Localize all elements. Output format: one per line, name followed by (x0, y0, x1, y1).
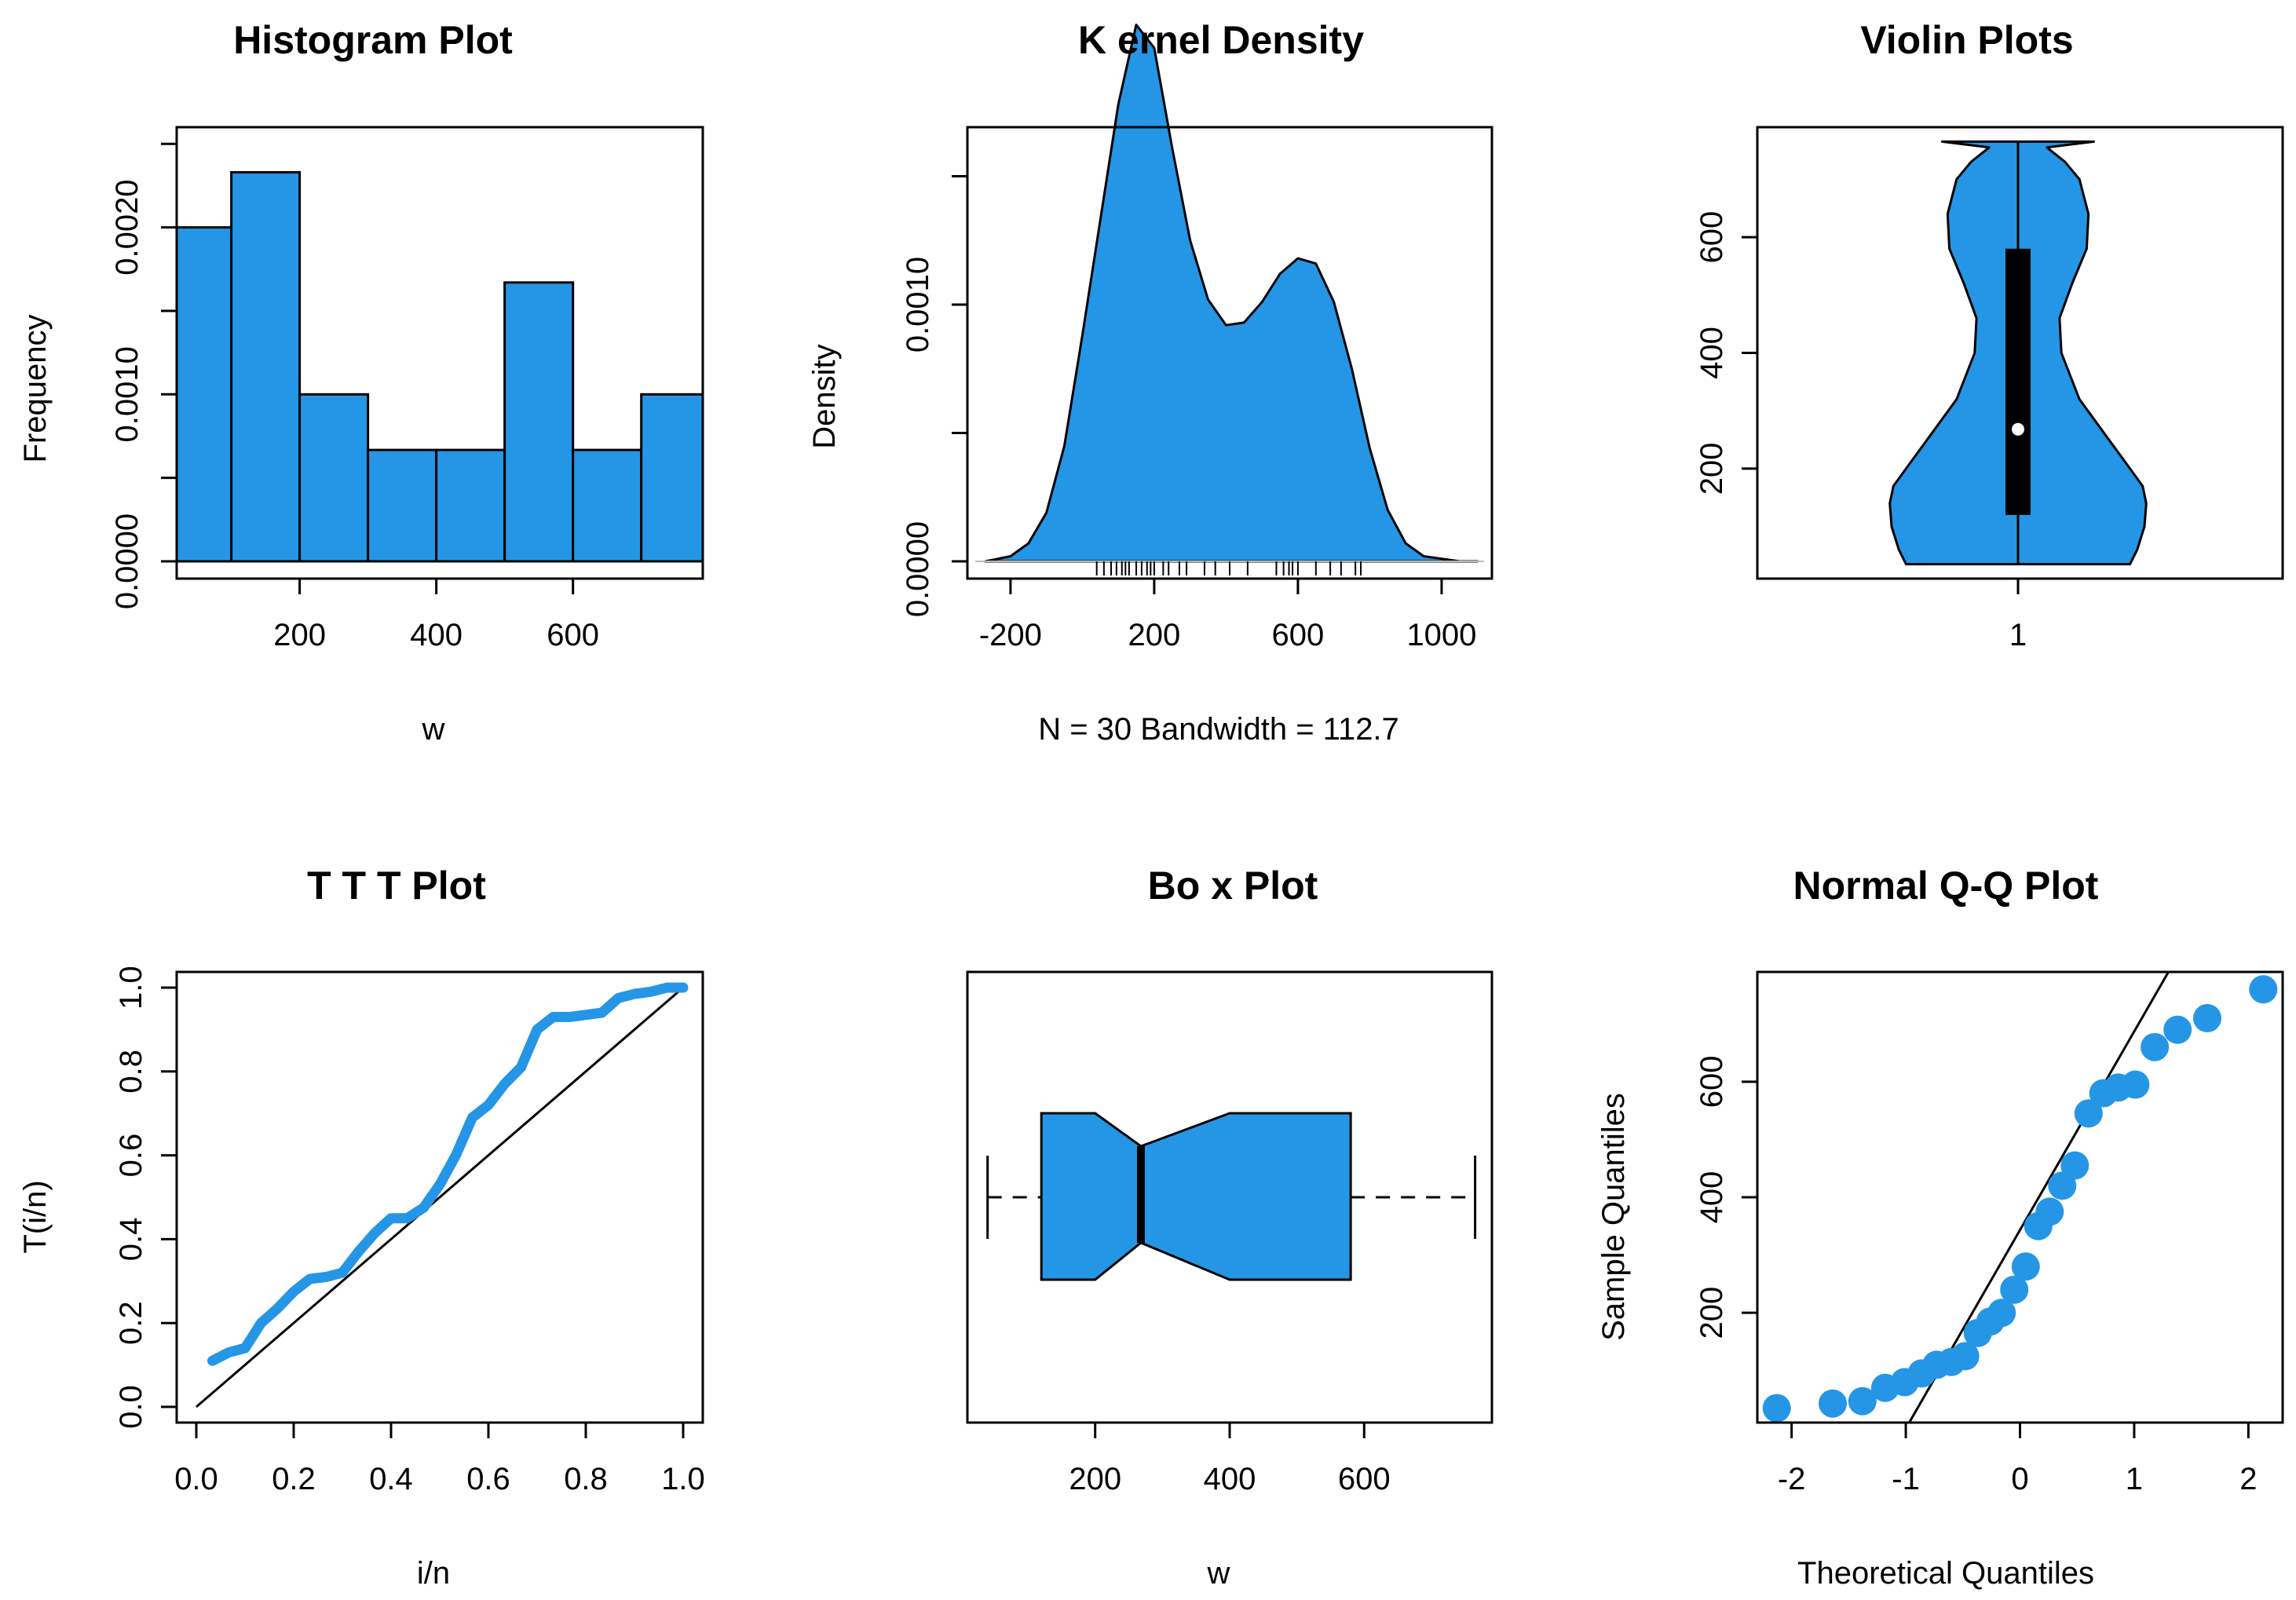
y-tick-label: 0.0010 (110, 346, 144, 442)
chart-title: T T T Plot (307, 864, 486, 908)
y-tick-label: 600 (1695, 211, 1729, 264)
chart-title: Normal Q-Q Plot (1793, 864, 2099, 908)
x-tick-label: -200 (979, 618, 1042, 652)
y-tick-label: 0.0010 (901, 257, 935, 353)
plot-frame (966, 126, 1493, 580)
y-tick-label: 0.0 (114, 1385, 148, 1429)
qq-point (2193, 1003, 2221, 1032)
chart-title: K ernel Density (1078, 18, 1364, 62)
x-tick-label: 200 (1069, 1462, 1121, 1496)
violin-panel: 1 200 400 600 Violin Plots (1695, 18, 2284, 652)
x-tick-label: 600 (547, 618, 599, 652)
qq-reference-line (1908, 972, 2170, 1423)
x-tick-label: 600 (1272, 618, 1325, 652)
qq-point (1819, 1389, 1847, 1418)
density-area (984, 24, 1479, 563)
x-tick-label: 1 (2009, 618, 2027, 652)
y-tick-label: 0.0020 (110, 179, 144, 275)
qq-point (1951, 1342, 1980, 1371)
notched-box (1040, 1112, 1352, 1281)
x-axis-label: w (1207, 1556, 1230, 1591)
qq-point (2249, 975, 2278, 1004)
ttt-panel: 0.0 0.2 0.4 0.6 0.8 1.0 0.0 0.2 0.4 0.6 0.8 1.0 T T … (18, 864, 705, 1591)
ttt-curve (207, 982, 689, 1366)
x-tick-label: 600 (1338, 1462, 1391, 1496)
x-tick-label: 1000 (1406, 618, 1476, 652)
qq-point (2074, 1099, 2103, 1128)
plot-frame (175, 970, 704, 1424)
qq-point (2163, 1015, 2192, 1044)
y-tick-label: 200 (1695, 1287, 1729, 1339)
qq-point (2000, 1275, 2029, 1304)
x-tick-label: 1.0 (661, 1462, 705, 1496)
x-tick-label: 400 (1204, 1462, 1256, 1496)
x-tick-label: 200 (273, 618, 326, 652)
y-axis-label: T(i/n) (18, 1180, 53, 1253)
histogram-bar (640, 393, 704, 563)
y-axis-label: Sample Quantiles (1596, 1093, 1631, 1341)
qq-point (1987, 1299, 2016, 1328)
qq-point (2060, 1151, 2089, 1180)
histogram-bar (367, 448, 438, 563)
x-axis-label: i/n (417, 1556, 450, 1591)
x-axis-label: w (422, 712, 445, 747)
x-tick-label: 2 (2239, 1462, 2257, 1496)
x-tick-label: -1 (1892, 1462, 1920, 1496)
y-tick-label: 600 (1695, 1055, 1729, 1108)
histogram-bar (435, 448, 506, 563)
x-tick-label: 400 (410, 618, 462, 652)
violin-median-point (2012, 422, 2024, 436)
chart-title: Bo x Plot (1148, 864, 1318, 908)
x-axis-label: N = 30 Bandwidth = 112.7 (1038, 712, 1399, 747)
qq-point (1762, 1394, 1791, 1423)
chart-title: Histogram Plot (233, 18, 513, 62)
qq-point (2011, 1252, 2040, 1281)
qq-point (2121, 1070, 2150, 1099)
x-tick-label: 0.0 (174, 1462, 218, 1496)
qq-point (2035, 1197, 2064, 1226)
x-tick-label: 200 (1128, 618, 1181, 652)
qq-panel: -2 -1 0 1 2 200 400 600 Normal Q-Q Plot Theoretic… (1596, 864, 2284, 1591)
reference-line (196, 986, 684, 1408)
histogram-bar (572, 448, 643, 563)
y-tick-label: 0.8 (114, 1050, 148, 1094)
qq-point (2141, 1032, 2170, 1061)
x-tick-label: 0.2 (272, 1462, 316, 1496)
x-tick-label: 1 (2126, 1462, 2143, 1496)
y-tick-label: 1.0 (114, 966, 148, 1010)
y-tick-label: 200 (1695, 443, 1729, 495)
qq-point (1848, 1386, 1877, 1416)
plot-frame (175, 126, 704, 580)
x-tick-label: 0.6 (466, 1462, 510, 1496)
violin-iqr-box (2005, 248, 2031, 515)
y-tick-label: 0.0000 (901, 521, 935, 617)
y-tick-label: 0.0000 (110, 513, 144, 609)
histogram-panel: 200 400 600 0.0000 0.0010 0.0020 Histogram Plo… (18, 18, 704, 747)
y-axis-label: Density (807, 344, 842, 448)
y-tick-label: 400 (1695, 327, 1729, 379)
y-tick-label: 400 (1695, 1171, 1729, 1224)
x-tick-label: 0.8 (564, 1462, 608, 1496)
box-panel: 200 400 600 Bo x Plot w (966, 864, 1493, 1591)
y-tick-label: 0.6 (114, 1134, 148, 1178)
qq-point (2048, 1171, 2077, 1200)
y-axis-label: Frequency (18, 315, 53, 463)
histogram-bar (230, 170, 302, 563)
histogram-bar (503, 281, 575, 563)
x-tick-label: 0 (2011, 1462, 2028, 1496)
y-tick-label: 0.4 (114, 1218, 148, 1262)
chart-title: Violin Plots (1860, 18, 2073, 62)
y-tick-label: 0.2 (114, 1301, 148, 1345)
histogram-bar (175, 226, 233, 563)
histogram-bar (298, 393, 370, 563)
x-tick-label: 0.4 (369, 1462, 413, 1496)
x-tick-label: -2 (1778, 1462, 1806, 1496)
kernel-density-panel: -200 200 600 1000 0.0000 0.0010 K ernel Densit… (807, 18, 1493, 747)
x-axis-label: Theoretical Quantiles (1797, 1556, 2094, 1591)
